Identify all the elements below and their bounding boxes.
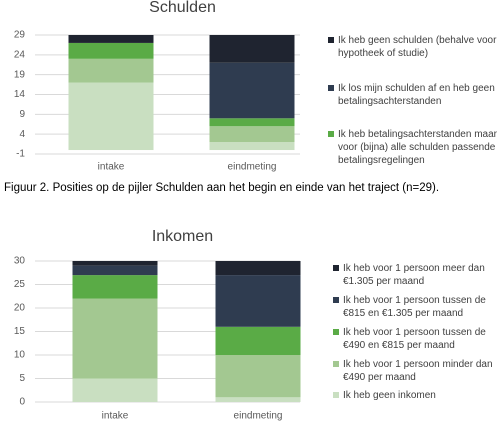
legend-entry: Ik heb betalingsachterstanden maar voor … (328, 128, 498, 167)
bar-segment (215, 355, 301, 398)
y-tick-label: 10 (14, 350, 26, 361)
x-tick-label: intake (102, 411, 129, 422)
y-tick-label: 25 (14, 279, 26, 290)
legend-label: Ik heb voor 1 persoon minder dan €490 pe… (343, 359, 493, 383)
y-tick-label: 5 (19, 373, 25, 384)
legend-swatch (328, 37, 334, 43)
bar-segment (68, 82, 154, 151)
bar-segment (68, 58, 154, 83)
x-tick-label: eindmeting (228, 162, 277, 173)
legend-label: Ik los mijn schulden af en heb geen beta… (338, 83, 495, 107)
bar-segment (72, 298, 158, 379)
legend-entry: Ik heb geen schulden (behalve voor hypot… (328, 34, 498, 60)
y-tick-label: 20 (14, 303, 26, 314)
legend-swatch (328, 131, 334, 137)
legend-entry: Ik heb voor 1 persoon minder dan €490 pe… (333, 358, 500, 384)
chart-title: Inkomen (152, 228, 213, 245)
caption: Figuur 2. Posities op de pijler Schulden… (4, 182, 440, 194)
y-tick-label: 4 (19, 129, 25, 140)
chart-title: Schulden (149, 0, 216, 16)
legend-swatch (333, 392, 339, 398)
legend-label: Ik heb geen inkomen (343, 390, 436, 401)
legend-label: Ik heb voor 1 persoon tussen de €490 en … (343, 327, 486, 351)
bar-segment (209, 126, 295, 143)
bar-segment (72, 378, 158, 402)
y-tick-label: 30 (14, 256, 26, 267)
bar-segment (68, 35, 154, 43)
legend-entry: Ik heb voor 1 persoon tussen de €815 en … (333, 294, 500, 320)
bar-segment (72, 275, 158, 299)
bar-segment (68, 42, 154, 59)
y-tick-label: 9 (19, 109, 25, 120)
bar-segment (72, 261, 158, 266)
legend-swatch (333, 329, 339, 335)
legend-label: Ik heb betalingsachterstanden maar voor … (338, 129, 497, 166)
bar-segment (209, 118, 295, 127)
legend-swatch (333, 361, 339, 367)
y-tick-label: 14 (14, 89, 26, 100)
legend-swatch (333, 265, 339, 271)
legend-swatch (333, 297, 339, 303)
bar-segment (72, 265, 158, 276)
x-tick-label: intake (98, 162, 125, 173)
legend-label: Ik heb voor 1 persoon meer dan €1.305 pe… (343, 263, 485, 287)
y-tick-label: -1 (16, 149, 25, 160)
bar-segment (209, 62, 295, 119)
legend-label: Ik heb geen schulden (behalve voor hypot… (338, 35, 497, 59)
legend-entry: Ik heb voor 1 persoon meer dan €1.305 pe… (333, 262, 500, 288)
y-tick-label: 24 (14, 49, 26, 60)
bar-segment (215, 275, 301, 327)
x-tick-label: eindmeting (234, 411, 283, 422)
y-tick-label: 29 (14, 30, 26, 41)
legend-entry: Ik heb geen inkomen (333, 389, 500, 402)
legend-swatch (328, 85, 334, 91)
bar-segment (215, 261, 301, 276)
y-tick-label: 15 (14, 326, 26, 337)
bar-segment (209, 35, 295, 63)
legend-label: Ik heb voor 1 persoon tussen de €815 en … (343, 295, 486, 319)
bar-segment (215, 326, 301, 355)
legend-entry: Ik los mijn schulden af en heb geen beta… (328, 82, 498, 108)
y-tick-label: 19 (14, 69, 26, 80)
y-tick-label: 0 (19, 397, 25, 408)
bar-segment (215, 397, 301, 402)
legend-entry: Ik heb voor 1 persoon tussen de €490 en … (333, 326, 500, 352)
bar-segment (209, 142, 295, 151)
